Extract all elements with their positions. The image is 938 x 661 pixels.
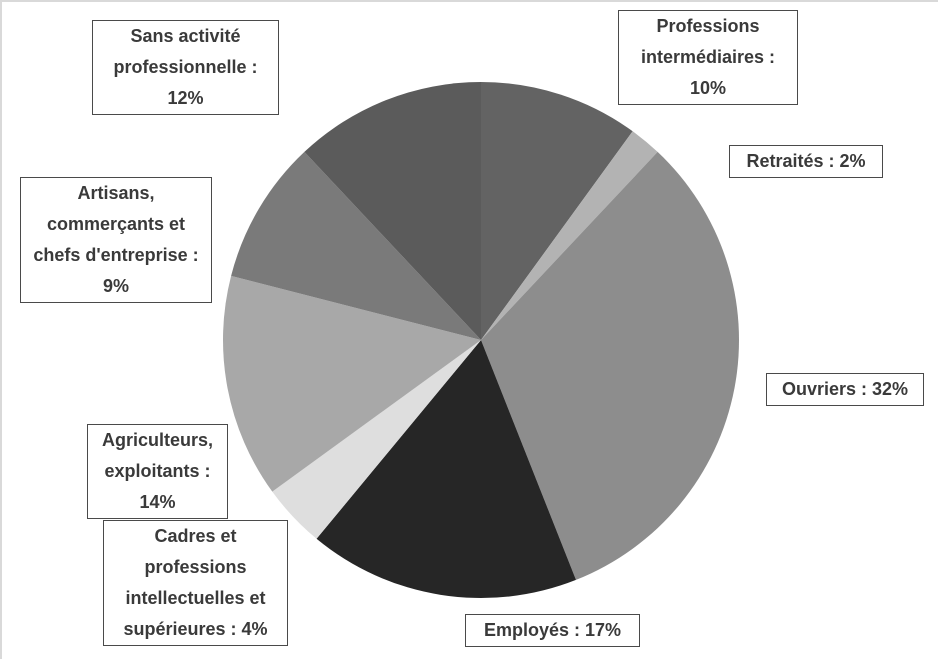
data-label: Ouvriers : 32%: [766, 373, 924, 406]
pie-slice: [316, 340, 576, 598]
pie-slice: [481, 131, 658, 340]
pie-slice: [272, 340, 481, 539]
data-label: Sans activité professionnelle : 12%: [92, 20, 279, 115]
pie-slice: [223, 275, 481, 492]
data-label: Employés : 17%: [465, 614, 640, 647]
pie-slice: [231, 151, 481, 340]
pie-slice: [481, 82, 633, 340]
data-label: Agriculteurs, exploitants : 14%: [87, 424, 228, 519]
data-label: Cadres et professions intellectuelles et…: [103, 520, 288, 646]
data-label: Retraités : 2%: [729, 145, 883, 178]
data-label: Professions intermédiaires : 10%: [618, 10, 798, 105]
pie-slice: [304, 82, 481, 340]
pie-slice: [481, 151, 739, 580]
data-label: Artisans, commerçants et chefs d'entrepr…: [20, 177, 212, 303]
